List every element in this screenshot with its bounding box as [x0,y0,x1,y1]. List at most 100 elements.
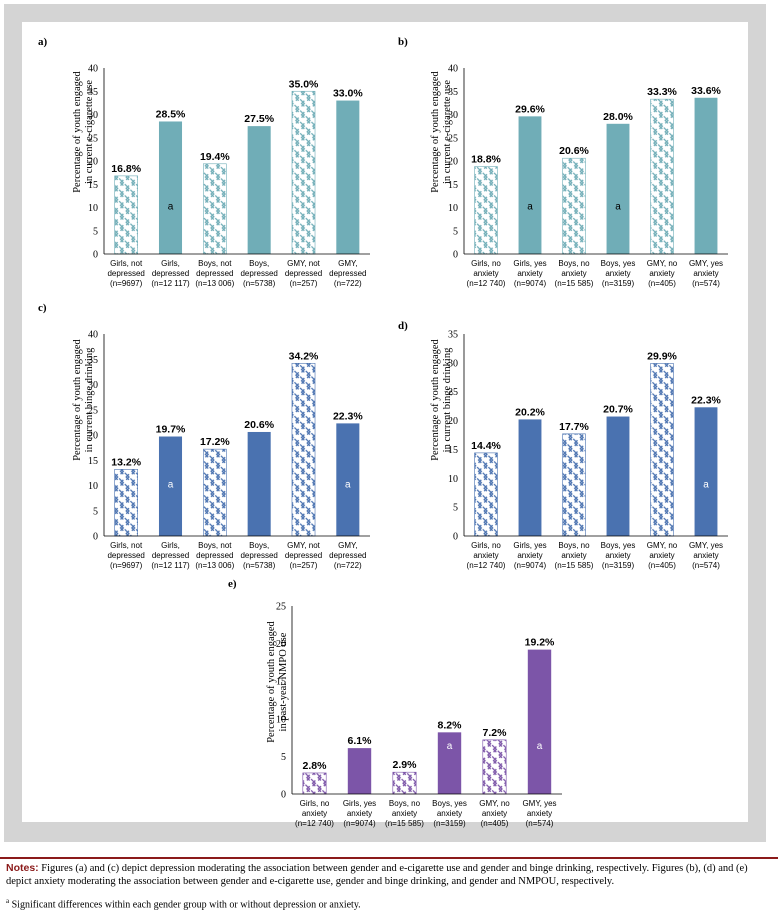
bar [606,416,630,536]
bar [291,90,316,255]
x-tick-label: Boys, no [558,541,590,550]
notes-text: Figures (a) and (c) depict depression mo… [6,863,748,887]
y-tick-label: 35 [88,87,98,98]
x-tick-label: GMY, not [287,259,321,268]
y-tick-label: 25 [276,602,286,613]
chart-c: 0 5 10 15 20 25 30 35 40 13.2% Girls, not depressed… [30,296,380,570]
bar [482,739,507,795]
y-tick-label: 40 [88,64,98,75]
y-tick-label: 10 [448,203,458,214]
panel-label: c) [38,302,47,314]
y-tick-label: 30 [88,110,98,121]
bar [650,363,674,537]
bar [474,452,498,537]
significance-marker: a [447,741,453,752]
x-tick-label: depressed [196,269,233,278]
x-tick-label: Boys, yes [601,541,636,550]
notes-lead: Notes: [6,862,39,874]
x-tick-label: anxiety [517,269,542,278]
bar [562,433,586,537]
x-tick-label: depressed [329,551,366,560]
y-tick-label: 30 [88,380,98,391]
data-label: 19.7% [156,424,186,436]
bar [650,98,674,255]
y-tick-label: 5 [93,226,98,237]
data-label: 27.5% [244,113,274,125]
y-tick-label: 15 [276,677,286,688]
x-tick-label: GMY, no [647,541,678,550]
bar [527,649,552,794]
x-tick-label: Boys, no [558,259,590,268]
y-tick-label: 25 [448,133,458,144]
x-tick-label: Girls, yes [343,799,376,808]
y-tick-label: 5 [453,503,458,514]
x-tick-label: GMY, no [479,799,510,808]
data-label: 17.7% [559,421,589,433]
y-tick-label: 35 [448,330,458,341]
panel-label: a) [38,36,48,48]
x-tick-label: GMY, no [647,259,678,268]
y-tick-label: 15 [448,445,458,456]
bar [562,157,586,255]
y-axis-label: Percentage of youth engaged in current bi… [430,339,453,461]
bar [347,748,372,794]
x-tick-label: (n=13 006) [195,279,234,288]
x-tick-label: Boys, yes [432,799,467,808]
significance-marker: a [345,480,351,491]
x-tick-label: (n=257) [290,279,318,288]
y-tick-label: 15 [88,180,98,191]
x-tick-label: Girls, no [300,799,330,808]
y-tick-label: 35 [448,87,458,98]
panel-label: b) [398,36,408,48]
x-tick-label: anxiety [482,809,507,818]
bar [247,431,271,536]
x-tick-label: anxiety [392,809,417,818]
x-tick-label: anxiety [561,269,586,278]
x-tick-label: depressed [329,269,366,278]
x-tick-label: (n=9074) [343,819,376,828]
x-tick-label: depressed [107,551,144,560]
x-tick-label: (n=3159) [433,819,466,828]
x-tick-label: (n=12 740) [467,279,506,288]
x-tick-label: (n=574) [692,279,720,288]
x-tick-label: depressed [240,269,277,278]
bar [336,423,360,536]
x-tick-label: (n=12 117) [151,561,190,570]
bar [518,116,542,254]
data-label: 20.7% [603,404,633,416]
x-tick-label: (n=574) [692,561,720,570]
x-tick-label: (n=9697) [110,561,143,570]
data-label: 19.4% [200,151,230,163]
y-tick-label: 20 [88,431,98,442]
x-tick-label: anxiety [649,551,674,560]
x-tick-label: GMY, [338,541,357,550]
chart-a: 0 5 10 15 20 25 30 35 40 16.8% Girls, not depressed… [30,30,380,300]
y-tick-label: 40 [448,64,458,75]
footnote-text: Significant differences within each gend… [9,899,361,911]
y-tick-label: 20 [448,157,458,168]
figure-footnote: a Significant differences within each ge… [6,897,770,910]
x-tick-label: Girls, not [110,541,143,550]
x-tick-label: depressed [152,551,189,560]
x-tick-label: anxiety [649,269,674,278]
data-label: 20.2% [515,406,545,418]
bar [114,175,138,255]
significance-marker: a [537,741,543,752]
data-label: 34.2% [289,350,319,362]
y-tick-label: 35 [88,355,98,366]
y-tick-label: 15 [88,456,98,467]
x-tick-label: (n=9074) [514,279,547,288]
data-label: 2.8% [303,760,328,772]
x-tick-label: (n=257) [290,561,318,570]
x-tick-label: (n=13 006) [195,561,234,570]
y-tick-label: 0 [93,532,98,543]
y-tick-label: 10 [448,474,458,485]
y-axis-label: Percentage of youth engaged in past-year … [266,621,289,743]
x-tick-label: anxiety [527,809,552,818]
x-tick-label: GMY, yes [689,259,723,268]
data-label: 28.0% [603,111,633,123]
y-tick-label: 15 [448,180,458,191]
y-tick-label: 30 [448,110,458,121]
